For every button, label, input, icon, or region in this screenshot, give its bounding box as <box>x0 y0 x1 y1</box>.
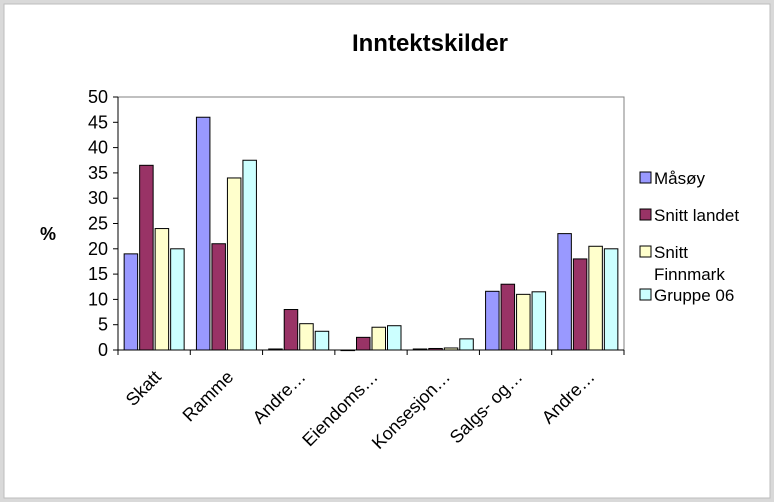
legend: Måsøy Snitt landet Snitt Finnmark Gruppe 06 <box>639 169 739 305</box>
bar-snitt-landet-5 <box>500 283 516 351</box>
bar-snitt-finnmark-0 <box>154 228 170 351</box>
bar-gruppe-06-0 <box>170 248 185 351</box>
axis-layer: 0 5 10 15 20 25 30 35 40 45 50 <box>88 87 625 360</box>
bar-snitt-finnmark-2 <box>299 323 314 351</box>
bars-layer <box>123 116 619 352</box>
bar-gruppe-06-2 <box>314 330 330 351</box>
y-tick-label: 20 <box>88 239 108 259</box>
legend-label: Snitt landet <box>654 206 739 225</box>
y-tick-label: 35 <box>88 163 108 183</box>
bar-snitt-landet-6 <box>572 258 588 351</box>
bar-snitt-landet-1 <box>211 243 226 351</box>
y-tick-label: 10 <box>88 289 108 309</box>
bar-m-s-y-3 <box>340 349 355 352</box>
legend-label: Snitt Finnmark <box>654 243 725 284</box>
bar-snitt-finnmark-4 <box>443 347 459 351</box>
bar-snitt-finnmark-3 <box>371 326 386 351</box>
bar-m-s-y-0 <box>123 253 139 351</box>
y-tick-label: 0 <box>98 340 108 360</box>
y-tick-label: 15 <box>88 264 108 284</box>
y-tick-label: 45 <box>88 112 108 132</box>
legend-label: Gruppe 06 <box>654 286 734 305</box>
y-tick-label: 40 <box>88 138 108 158</box>
bar-m-s-y-5 <box>485 290 500 351</box>
legend-swatch <box>639 245 652 258</box>
y-tick-label: 5 <box>98 315 108 335</box>
bar-gruppe-06-3 <box>387 325 402 351</box>
legend-label: Måsøy <box>654 169 706 188</box>
y-tick-label: 50 <box>88 87 108 107</box>
y-tick-label: 30 <box>88 188 108 208</box>
chart-title: Inntektskilder <box>351 30 509 57</box>
y-axis-label: % <box>40 224 56 244</box>
bar-snitt-landet-4 <box>428 347 443 351</box>
bar-snitt-finnmark-5 <box>516 293 531 351</box>
bar-m-s-y-6 <box>557 233 572 351</box>
bar-snitt-finnmark-1 <box>226 177 242 351</box>
bar-gruppe-06-4 <box>459 338 474 351</box>
bar-snitt-finnmark-6 <box>588 245 603 351</box>
bar-m-s-y-1 <box>195 116 211 351</box>
legend-swatch <box>639 171 652 184</box>
y-tick-label: 25 <box>88 214 108 234</box>
bar-snitt-landet-3 <box>356 336 371 351</box>
legend-swatch <box>639 208 652 221</box>
bar-snitt-landet-2 <box>283 309 299 351</box>
bar-snitt-landet-0 <box>139 164 154 351</box>
bar-gruppe-06-1 <box>242 159 257 351</box>
legend-swatch <box>639 288 652 301</box>
bar-m-s-y-2 <box>268 348 283 351</box>
bar-gruppe-06-6 <box>603 248 619 351</box>
bar-m-s-y-4 <box>412 348 428 351</box>
plot-area <box>117 96 625 351</box>
bar-gruppe-06-5 <box>531 291 547 351</box>
